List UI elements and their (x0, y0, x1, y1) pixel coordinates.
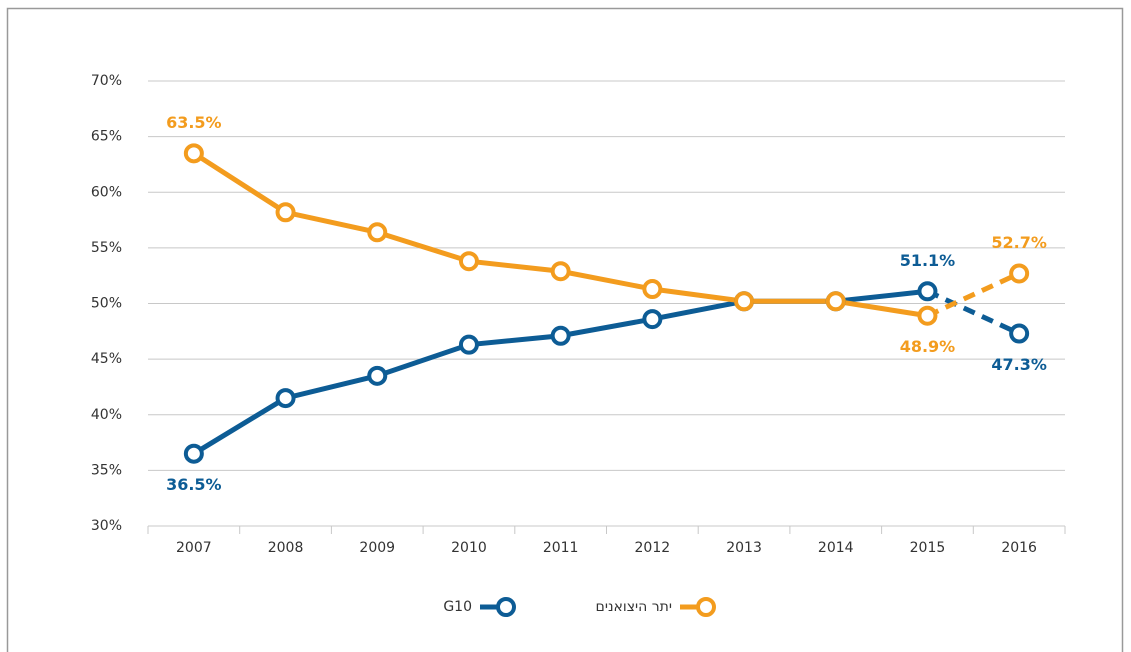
series-line-dashed (926, 271, 1021, 319)
frame (6, 7, 1124, 652)
point (367, 222, 388, 243)
point (642, 309, 663, 330)
data-label: 63.5% (166, 113, 222, 132)
point (458, 251, 479, 272)
x-tick-label: 2009 (359, 540, 395, 556)
series-line-dashed (926, 288, 1021, 336)
x-tick-label: 2007 (176, 540, 212, 556)
point (183, 443, 204, 464)
point (1009, 323, 1030, 344)
data-label: 36.5% (166, 475, 222, 494)
legend-label: יתר היצואנים (596, 599, 672, 615)
point (642, 279, 663, 300)
y-tick-label: 40% (91, 407, 122, 423)
point (734, 291, 755, 312)
y-tick-label: 70% (91, 73, 122, 89)
x-tick-label: 2015 (910, 540, 946, 556)
y-tick-label: 65% (91, 129, 122, 145)
x-tick-label: 2013 (726, 540, 762, 556)
point (550, 261, 571, 282)
y-tick-label: 60% (91, 184, 122, 200)
point (367, 365, 388, 386)
data-label: 52.7% (991, 233, 1047, 252)
legend-label: G10 (443, 599, 472, 615)
y-tick-label: 35% (91, 462, 122, 478)
point (275, 388, 296, 409)
data-label: 48.9% (900, 337, 956, 356)
point (550, 325, 571, 346)
point (275, 202, 296, 223)
data-label: 51.1% (900, 251, 956, 270)
x-tick-label: 2010 (451, 540, 487, 556)
x-tick-label: 2016 (1001, 540, 1037, 556)
point (183, 143, 204, 164)
x-tick-label: 2014 (818, 540, 854, 556)
x-tick-label: 2011 (543, 540, 579, 556)
x-tick-label: 2012 (635, 540, 671, 556)
legend-marker (696, 597, 716, 617)
y-tick-label: 55% (91, 240, 122, 256)
y-tick-label: 50% (91, 296, 122, 312)
x-tick-label: 2008 (268, 540, 304, 556)
y-tick-label: 30% (91, 518, 122, 534)
point (458, 334, 479, 355)
series-line (192, 151, 928, 319)
y-tick-label: 45% (91, 351, 122, 367)
point (917, 305, 938, 326)
point (825, 291, 846, 312)
point (917, 281, 938, 302)
data-label: 47.3% (991, 355, 1047, 374)
point (1009, 263, 1030, 284)
legend-marker (496, 597, 516, 617)
series-line (192, 288, 928, 456)
